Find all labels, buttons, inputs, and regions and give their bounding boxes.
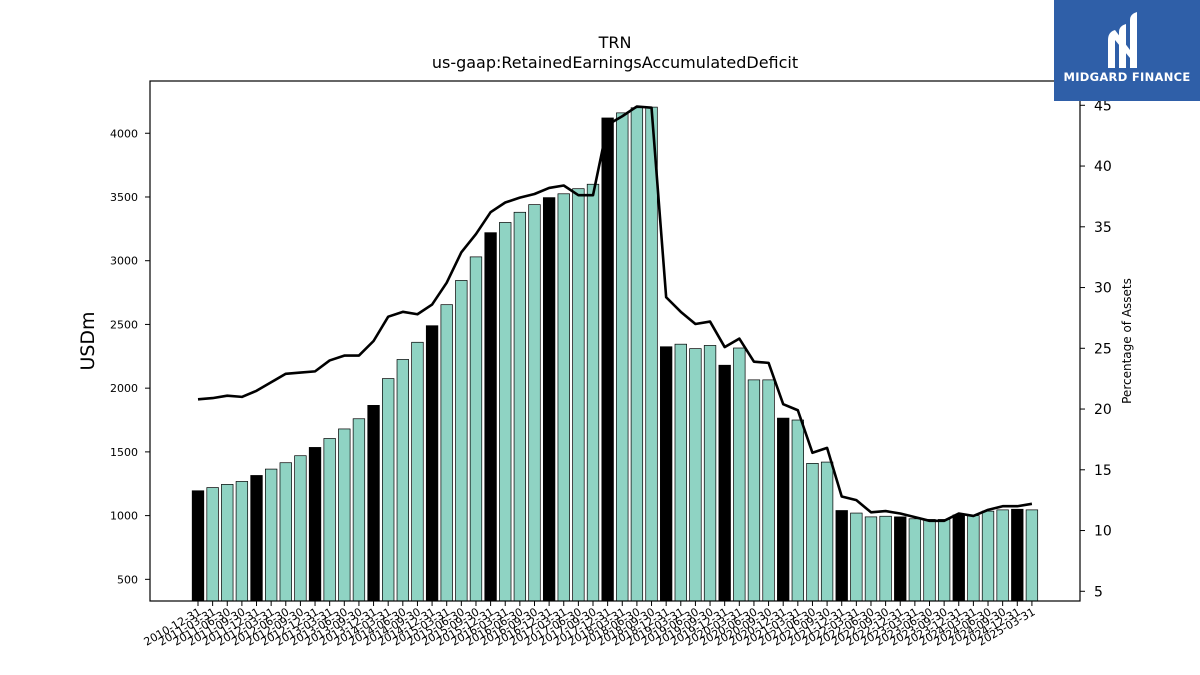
bar — [850, 512, 863, 602]
bar — [484, 232, 497, 602]
bar — [777, 417, 790, 602]
y-tick-label: 2000 — [110, 382, 138, 395]
bar — [235, 481, 249, 602]
bar — [820, 461, 834, 602]
y2-tick-label: 35 — [1094, 220, 1112, 236]
bar — [601, 117, 614, 602]
y-tick-label: 2500 — [110, 318, 138, 331]
bar — [616, 112, 629, 602]
bar — [952, 514, 965, 602]
bar — [908, 518, 922, 602]
bar — [762, 379, 775, 602]
y-tick-label: 1000 — [110, 510, 138, 523]
y2-tick-label: 15 — [1094, 463, 1112, 479]
y2-axis-label: Percentage of Assets — [1120, 278, 1134, 404]
bar — [221, 484, 234, 602]
y-tick-label: 1500 — [110, 446, 138, 459]
y2-tick-label: 40 — [1094, 159, 1112, 175]
bar — [967, 515, 980, 602]
bar — [250, 475, 263, 602]
chart-title: TRN — [598, 33, 632, 52]
bar — [411, 341, 424, 602]
percentage-line — [197, 105, 1033, 523]
y-tick-label: 3000 — [110, 255, 138, 268]
logo-text: MIDGARD FINANCE — [1063, 70, 1191, 84]
y2-tick-label: 25 — [1094, 341, 1112, 357]
bar — [440, 304, 453, 602]
bar — [382, 378, 395, 602]
bar-series — [191, 106, 1039, 602]
bar — [923, 519, 936, 602]
bar — [469, 256, 483, 602]
bar — [645, 106, 658, 602]
bar — [996, 509, 1009, 602]
bar — [513, 211, 527, 602]
bar — [542, 197, 556, 602]
bar — [308, 447, 322, 602]
bar — [1011, 508, 1024, 602]
midgard-logo-icon — [1108, 12, 1137, 68]
bar — [499, 222, 512, 602]
x-axis: 2010-12-312011-03-312011-06-302011-09-30… — [142, 601, 1037, 649]
bar — [265, 468, 278, 602]
y-tick-label: 500 — [117, 573, 138, 586]
bar — [367, 405, 380, 602]
bar — [660, 346, 673, 602]
y-axis-label: USDm — [77, 311, 99, 370]
bar — [294, 455, 307, 602]
y2-tick-label: 5 — [1094, 584, 1103, 600]
line-series — [197, 105, 1033, 523]
y2-tick-label: 45 — [1094, 98, 1112, 114]
bar — [528, 204, 541, 602]
bar — [864, 516, 878, 602]
bar — [937, 519, 951, 602]
bar — [206, 487, 219, 602]
brand-logo: MIDGARD FINANCE — [1054, 0, 1200, 101]
bar — [338, 428, 351, 602]
y-tick-label: 4000 — [110, 127, 138, 140]
bar — [425, 325, 439, 602]
y2-tick-label: 20 — [1094, 402, 1112, 418]
bar — [323, 438, 336, 602]
bar — [572, 188, 585, 602]
y2-tick-label: 30 — [1094, 281, 1112, 297]
bar — [674, 343, 687, 602]
bar — [1025, 509, 1039, 602]
bar — [747, 379, 761, 602]
left-axis: 500 1000 1500 2000 2500 3000 3500 4000 — [110, 127, 150, 586]
bar — [557, 193, 570, 602]
right-axis: 5 10 15 20 25 30 35 40 45 — [1080, 98, 1112, 600]
bar — [718, 364, 731, 602]
bar — [689, 348, 702, 602]
bar — [279, 462, 292, 602]
bar — [191, 490, 205, 602]
bar — [791, 419, 804, 602]
chart-subtitle: us-gaap:RetainedEarningsAccumulatedDefic… — [432, 53, 798, 72]
bar — [733, 347, 746, 602]
bar — [455, 280, 468, 602]
bar — [981, 510, 995, 602]
bar — [630, 107, 644, 602]
bar — [835, 510, 848, 602]
bar — [703, 345, 717, 602]
bar — [894, 516, 907, 602]
bar — [396, 359, 409, 602]
bar — [879, 515, 892, 602]
bar — [806, 463, 819, 602]
y2-tick-label: 10 — [1094, 524, 1112, 540]
plot-frame — [149, 80, 1081, 602]
bar — [586, 183, 600, 602]
bar — [352, 418, 366, 602]
y-tick-label: 3500 — [110, 191, 138, 204]
